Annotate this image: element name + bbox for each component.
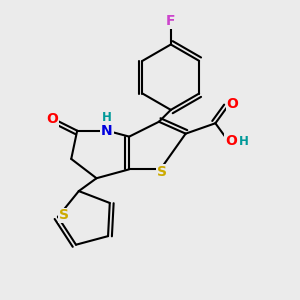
- Text: O: O: [46, 112, 58, 126]
- Text: N: N: [101, 124, 113, 138]
- Text: H: H: [102, 111, 112, 124]
- Text: H: H: [239, 135, 249, 148]
- Text: O: O: [227, 97, 239, 111]
- Text: O: O: [225, 134, 237, 148]
- Text: S: S: [157, 165, 166, 179]
- Text: F: F: [166, 14, 176, 28]
- Text: S: S: [59, 208, 69, 222]
